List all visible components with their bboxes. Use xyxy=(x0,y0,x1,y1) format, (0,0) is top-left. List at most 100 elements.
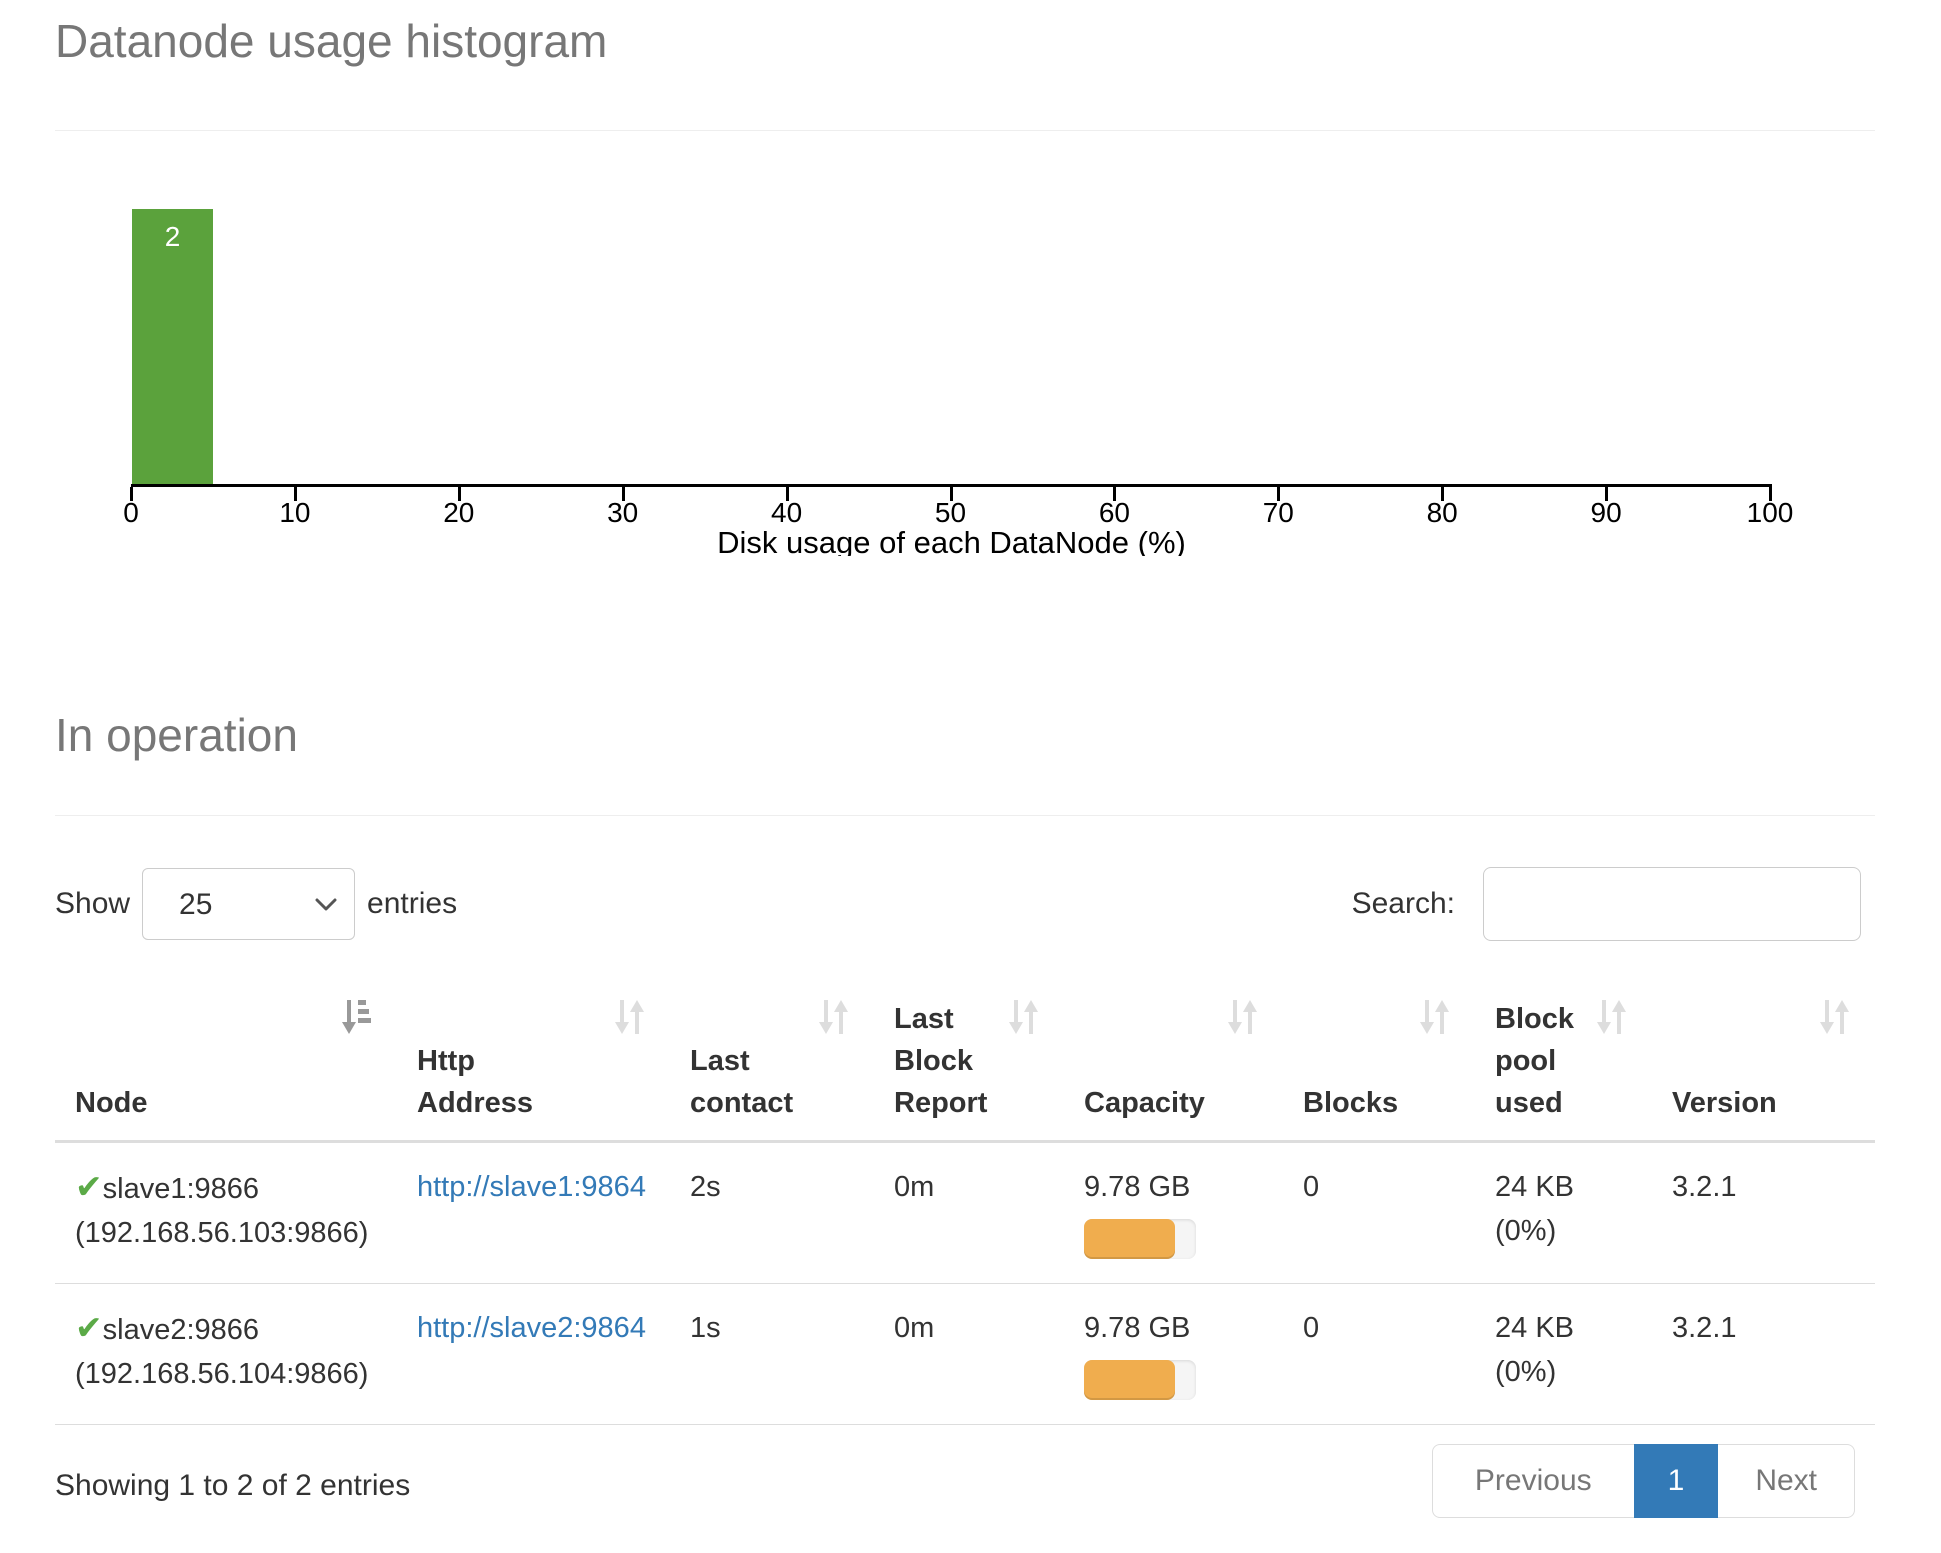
pagination-next[interactable]: Next xyxy=(1717,1444,1855,1518)
x-axis-tick xyxy=(949,487,953,501)
block-pool-used-cell: 24 KB (0%) xyxy=(1475,1142,1652,1284)
x-axis-tick-label: 100 xyxy=(1746,497,1794,528)
entries-label: entries xyxy=(367,887,458,920)
x-axis-tick xyxy=(1113,487,1117,501)
capacity-progress-fill xyxy=(1084,1219,1175,1259)
http-address-link[interactable]: http://slave2:9864 xyxy=(417,1312,646,1344)
capacity-progress-fill xyxy=(1084,1360,1175,1400)
last-block-report-cell: 0m xyxy=(894,1171,935,1203)
x-axis-tick-label: 50 xyxy=(934,497,967,528)
block-pool-used-value: 24 KB xyxy=(1495,1171,1574,1203)
column-header-last-contact[interactable]: Last contact xyxy=(670,990,874,1143)
x-axis-tick-label: 70 xyxy=(1262,497,1294,528)
sort-both-icon xyxy=(1419,998,1449,1050)
column-header-blocks[interactable]: Blocks xyxy=(1283,990,1475,1143)
x-axis-tick-label: 40 xyxy=(771,497,803,528)
last-block-report-cell: 0m xyxy=(874,1283,1064,1425)
table-row: ✔slave1:9866 (192.168.56.103:9866) http:… xyxy=(55,1142,1875,1284)
x-axis-tick xyxy=(293,487,297,501)
sort-both-icon xyxy=(818,998,848,1050)
search-input[interactable] xyxy=(1483,867,1861,941)
blocks-cell: 0 xyxy=(1303,1171,1320,1203)
http-address-link[interactable]: http://slave1:9864 xyxy=(417,1171,646,1203)
column-header-last-block-report[interactable]: Last Block Report xyxy=(874,990,1064,1143)
x-axis-tick xyxy=(130,487,133,501)
bar-count-label: 2 xyxy=(164,221,181,252)
section-divider xyxy=(55,815,1875,816)
table-info: Showing 1 to 2 of 2 entries xyxy=(55,1469,411,1502)
last-contact-cell: 2s xyxy=(690,1171,721,1203)
node-ip: (192.168.56.103:9866) xyxy=(75,1217,369,1249)
datanodes-table: Node Http Address xyxy=(55,990,1875,1425)
x-axis-tick-label: 60 xyxy=(1098,497,1130,528)
sort-ascending-icon xyxy=(341,998,371,1050)
x-axis-tick xyxy=(785,487,789,501)
histogram-section-title: Datanode usage histogram xyxy=(55,15,608,67)
sort-both-icon xyxy=(614,998,644,1050)
section-divider xyxy=(55,130,1875,131)
node-cell: ✔slave2:9866 (192.168.56.104:9866) xyxy=(55,1283,397,1425)
table-header-row: Node Http Address xyxy=(55,990,1875,1143)
sort-both-icon xyxy=(1596,998,1626,1050)
capacity-value: 9.78 GB xyxy=(1084,1312,1191,1344)
node-name: slave1:9866 xyxy=(102,1173,260,1205)
table-row: ✔slave2:9866 (192.168.56.104:9866) http:… xyxy=(55,1283,1875,1425)
x-axis-tick-label: 0 xyxy=(123,497,139,528)
block-pool-used-pct: (0%) xyxy=(1495,1215,1557,1247)
http-address-cell: http://slave1:9864 xyxy=(397,1142,670,1284)
sort-both-icon xyxy=(1008,998,1038,1050)
block-pool-used-pct: (0%) xyxy=(1495,1356,1557,1388)
datanodes-page: Datanode usage histogram Disk usage of e… xyxy=(0,16,1941,1518)
x-axis-tick-label: 30 xyxy=(607,497,639,528)
http-address-cell: http://slave2:9864 xyxy=(397,1283,670,1425)
x-axis-tick xyxy=(457,487,461,501)
column-header-node[interactable]: Node xyxy=(55,990,397,1143)
x-axis xyxy=(131,484,1772,487)
page-length-control: Show 25 entries xyxy=(55,868,457,940)
capacity-progress-track xyxy=(1084,1219,1196,1259)
node-cell: ✔slave1:9866 (192.168.56.103:9866) xyxy=(55,1142,397,1284)
last-contact-cell: 1s xyxy=(670,1283,874,1425)
node-name: slave2:9866 xyxy=(102,1314,260,1346)
column-header-http-address[interactable]: Http Address xyxy=(397,990,670,1143)
check-icon: ✔ xyxy=(75,1309,103,1346)
column-header-version[interactable]: Version xyxy=(1652,990,1875,1143)
table-footer: Showing 1 to 2 of 2 entries Previous 1 N… xyxy=(55,1444,1875,1518)
histogram-bar: 2 xyxy=(132,209,213,484)
x-axis-label: Disk usage of each DataNode (%) xyxy=(717,525,1186,556)
pagination: Previous 1 Next xyxy=(1431,1444,1855,1518)
pagination-previous[interactable]: Previous xyxy=(1431,1444,1635,1518)
sort-both-icon xyxy=(1819,998,1849,1050)
capacity-cell: 9.78 GB xyxy=(1064,1142,1283,1284)
column-header-capacity[interactable]: Capacity xyxy=(1064,990,1283,1143)
node-ip: (192.168.56.104:9866) xyxy=(75,1358,369,1390)
search-control: Search: xyxy=(1352,867,1861,941)
check-icon: ✔ xyxy=(75,1168,103,1205)
blocks-cell: 0 xyxy=(1283,1283,1475,1425)
page-length-select[interactable]: 25 xyxy=(142,868,356,940)
x-axis-tick xyxy=(1605,487,1609,501)
x-axis-tick-label: 10 xyxy=(279,497,311,528)
block-pool-used-value: 24 KB xyxy=(1495,1312,1574,1344)
x-axis-tick xyxy=(1769,487,1772,501)
version-cell: 3.2.1 xyxy=(1652,1283,1875,1425)
version-cell: 3.2.1 xyxy=(1672,1171,1737,1203)
x-axis-tick xyxy=(621,487,625,501)
in-operation-section-title: In operation xyxy=(55,709,298,761)
x-axis-tick xyxy=(1441,487,1445,501)
capacity-cell: 9.78 GB xyxy=(1064,1283,1283,1425)
table-controls: Show 25 entries Search: xyxy=(55,867,1875,941)
x-axis-tick xyxy=(1277,487,1281,501)
datanode-usage-histogram: Disk usage of each DataNode (%) 2 0 10 20 30… xyxy=(55,131,1875,556)
block-pool-used-cell: 24 KB (0%) xyxy=(1475,1283,1652,1425)
capacity-progress-track xyxy=(1084,1360,1196,1400)
column-header-block-pool-used[interactable]: Block pool used xyxy=(1475,990,1652,1143)
x-axis-tick-label: 20 xyxy=(443,497,475,528)
capacity-value: 9.78 GB xyxy=(1084,1171,1191,1203)
search-label: Search: xyxy=(1351,887,1455,920)
page-length-select-wrap: 25 xyxy=(142,868,356,940)
x-axis-tick-label: 90 xyxy=(1590,497,1622,528)
sort-both-icon xyxy=(1227,998,1257,1050)
pagination-page-1[interactable]: 1 xyxy=(1633,1444,1719,1518)
x-axis-tick-label: 80 xyxy=(1426,497,1458,528)
